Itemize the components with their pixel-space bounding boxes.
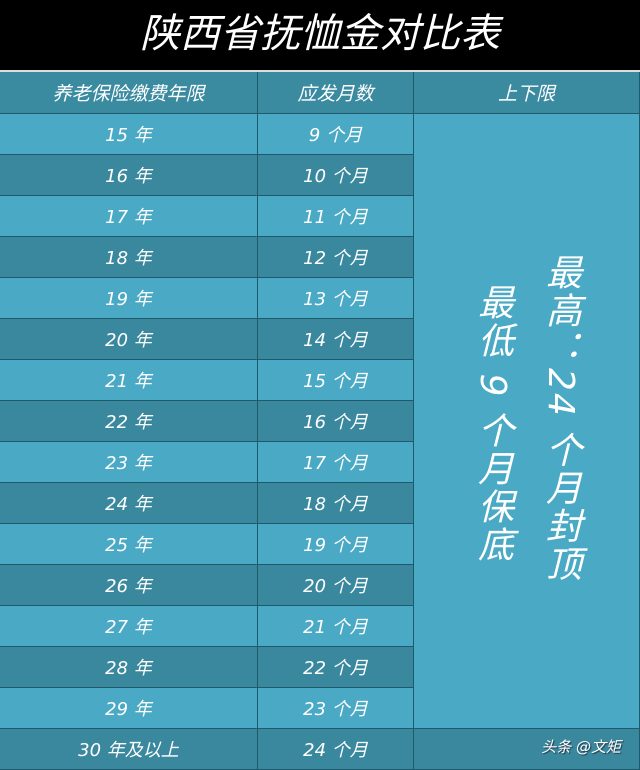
table-row-years: 23 年 (0, 442, 258, 483)
limits-cell: 最高：24 个月封顶 最低 9 个月保底 (414, 114, 640, 729)
table-row-years: 15 年 (0, 114, 258, 155)
table-row-years: 29 年 (0, 688, 258, 729)
table-row-months: 23 个月 (258, 688, 414, 729)
max-limit-text: 最高：24 个月封顶 (540, 254, 581, 584)
table-row-months: 22 个月 (258, 647, 414, 688)
table-row-months: 18 个月 (258, 483, 414, 524)
table-row-months: 20 个月 (258, 565, 414, 606)
table-row-years: 30 年及以上 (0, 729, 258, 770)
watermark: 头条 @文矩 (541, 738, 621, 756)
min-limit-text: 最低 9 个月保底 (472, 284, 513, 564)
header-cell: 应发月数 (258, 72, 414, 114)
last-row-limit-cell: 头条 @文矩 (414, 729, 640, 770)
table-row-months: 14 个月 (258, 319, 414, 360)
table-row-years: 21 年 (0, 360, 258, 401)
table-row-years: 22 年 (0, 401, 258, 442)
table-row-years: 25 年 (0, 524, 258, 565)
table-row-months: 21 个月 (258, 606, 414, 647)
table-row-years: 18 年 (0, 237, 258, 278)
table-row-months: 17 个月 (258, 442, 414, 483)
table-row-years: 26 年 (0, 565, 258, 606)
table-row-months: 13 个月 (258, 278, 414, 319)
table-row-years: 27 年 (0, 606, 258, 647)
table-row-years: 16 年 (0, 155, 258, 196)
table-row-months: 10 个月 (258, 155, 414, 196)
table-row-years: 17 年 (0, 196, 258, 237)
header-cell: 上下限 (414, 72, 640, 114)
header-cell: 养老保险缴费年限 (0, 72, 258, 114)
table-row-months: 19 个月 (258, 524, 414, 565)
table-row-months: 12 个月 (258, 237, 414, 278)
table-row-months: 15 个月 (258, 360, 414, 401)
table-row-years: 28 年 (0, 647, 258, 688)
table-row-months: 16 个月 (258, 401, 414, 442)
page-title: 陕西省抚恤金对比表 (0, 0, 640, 70)
table-row-months: 9 个月 (258, 114, 414, 155)
table-row-years: 20 年 (0, 319, 258, 360)
table-row-years: 24 年 (0, 483, 258, 524)
table-row-months: 24 个月 (258, 729, 414, 770)
table-row-years: 19 年 (0, 278, 258, 319)
table-row-months: 11 个月 (258, 196, 414, 237)
